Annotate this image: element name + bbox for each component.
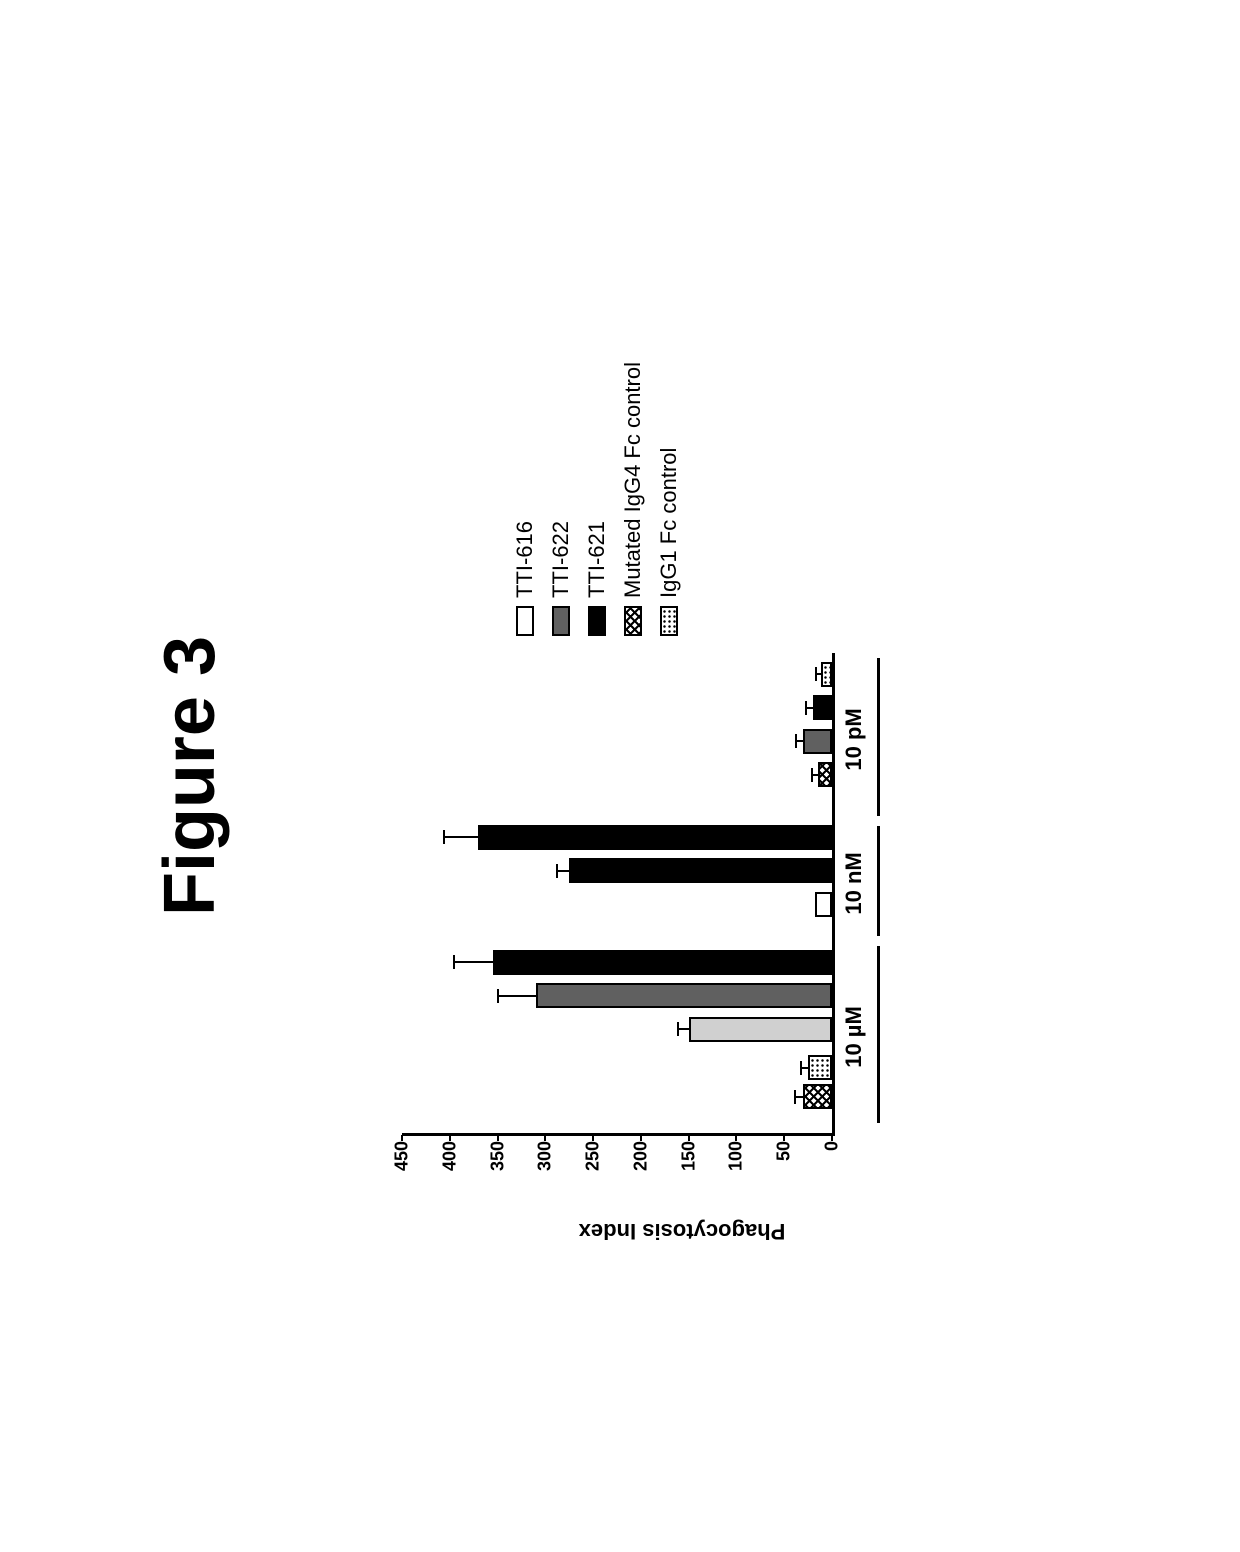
bar — [569, 858, 832, 883]
y-tick-label: 100 — [726, 1141, 747, 1181]
y-tick-label: 400 — [439, 1141, 460, 1181]
legend-swatch — [516, 606, 534, 636]
bar — [821, 662, 832, 687]
bar — [803, 729, 832, 754]
y-tick-label: 200 — [630, 1141, 651, 1181]
bar — [815, 892, 832, 917]
legend-swatch — [660, 606, 678, 636]
y-tick-label: 300 — [535, 1141, 556, 1181]
y-tick-label: 450 — [392, 1141, 413, 1181]
bar — [478, 825, 832, 850]
x-group-underline — [877, 658, 880, 816]
x-group-underline — [877, 826, 880, 936]
y-tick-label: 50 — [774, 1141, 795, 1181]
legend-label: TTI-621 — [584, 521, 610, 598]
chart: Phagocytosis Index 050100150200250300350… — [382, 326, 982, 1226]
x-group-label: 10 pM — [841, 708, 867, 770]
bar — [818, 762, 832, 787]
x-group-label: 10 nM — [841, 852, 867, 914]
bar — [493, 950, 832, 975]
figure-title: Figure 3 — [149, 636, 231, 916]
bar — [803, 1084, 832, 1109]
legend-swatch — [552, 606, 570, 636]
legend-item: IgG1 Fc control — [656, 362, 682, 636]
legend-item: Mutated IgG4 Fc control — [620, 362, 646, 636]
x-group-underline — [877, 946, 880, 1124]
x-group-label: 10 µM — [841, 1006, 867, 1068]
bar — [813, 695, 832, 720]
bar — [536, 983, 832, 1008]
y-axis-label: Phagocytosis Index — [579, 1218, 786, 1244]
legend-label: Mutated IgG4 Fc control — [620, 362, 646, 598]
legend-item: TTI-616 — [512, 362, 538, 636]
legend-item: TTI-622 — [548, 362, 574, 636]
legend-label: TTI-616 — [512, 521, 538, 598]
legend: TTI-616 TTI-622 TTI-621 Mutated IgG4 Fc con… — [512, 362, 692, 636]
y-tick-label: 350 — [487, 1141, 508, 1181]
legend-swatch — [624, 606, 642, 636]
y-tick-label: 250 — [583, 1141, 604, 1181]
plot-area: 05010015020025030035040045010 µM10 nM10 … — [402, 653, 835, 1136]
legend-swatch — [588, 606, 606, 636]
legend-label: TTI-622 — [548, 521, 574, 598]
bar — [808, 1055, 832, 1080]
legend-label: IgG1 Fc control — [656, 448, 682, 598]
legend-item: TTI-621 — [584, 362, 610, 636]
bar — [689, 1017, 832, 1042]
y-tick-label: 0 — [822, 1141, 843, 1181]
y-tick-label: 150 — [678, 1141, 699, 1181]
